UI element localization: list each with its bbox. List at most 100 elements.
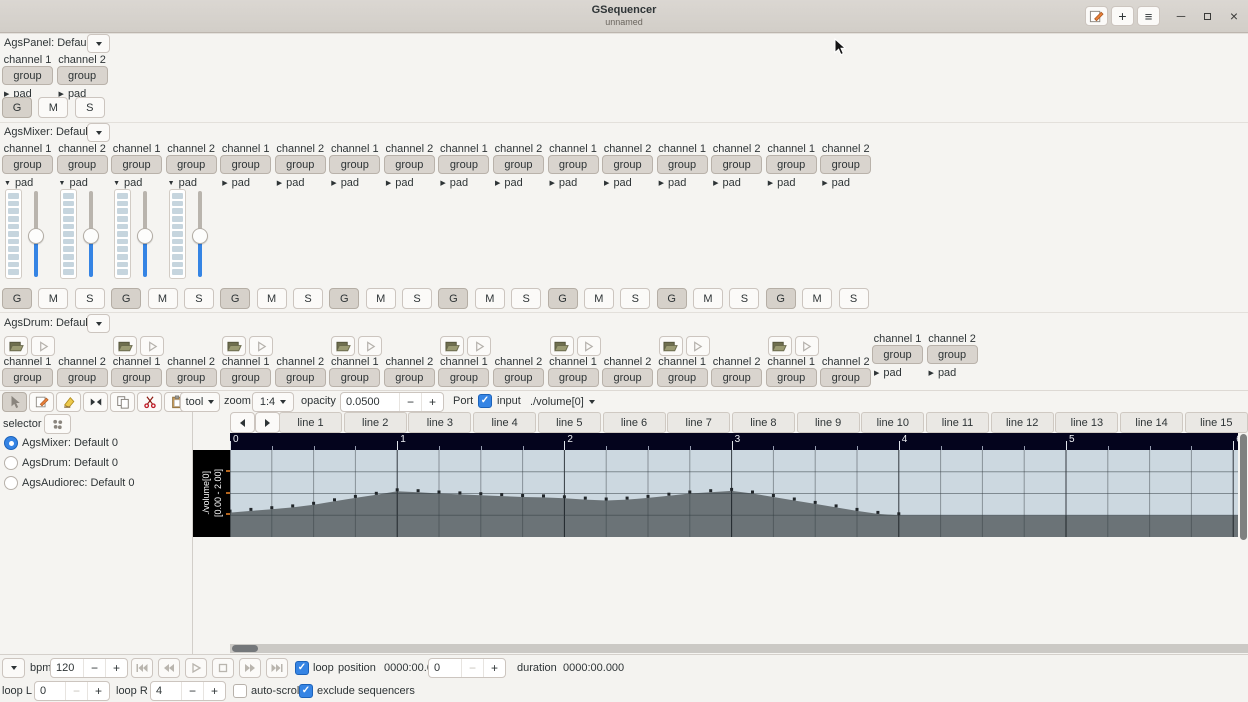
group-toggle-button[interactable]: group: [765, 155, 817, 174]
exclude-sequencers-checkbox[interactable]: [299, 684, 313, 698]
horizontal-scrollbar[interactable]: [230, 644, 1248, 653]
slider-handle[interactable]: [137, 228, 154, 244]
loop-left-decrement-button[interactable]: −: [65, 682, 87, 700]
pad-expander[interactable]: ▶ pad: [713, 177, 741, 189]
automation-point[interactable]: [751, 490, 754, 494]
loop-left-input[interactable]: 0: [40, 685, 47, 697]
opacity-input[interactable]: 0.0500: [346, 396, 380, 408]
tab-line-4[interactable]: line 4: [473, 412, 537, 433]
auto-scroll-checkbox[interactable]: [233, 684, 247, 698]
group-toggle-button[interactable]: group: [165, 155, 217, 174]
automation-point[interactable]: [646, 494, 650, 498]
group-toggle-button[interactable]: group: [492, 155, 544, 174]
tab-line-15[interactable]: line 15: [1184, 412, 1248, 433]
cut-button[interactable]: [137, 392, 162, 412]
group-toggle-button[interactable]: group: [56, 155, 108, 174]
opacity-decrement-button[interactable]: −: [399, 393, 421, 411]
automation-point[interactable]: [270, 506, 274, 510]
copy-button[interactable]: [110, 392, 135, 412]
mute-toggle-button[interactable]: M: [583, 288, 614, 309]
group-toggle-button[interactable]: G: [656, 288, 687, 309]
loop-right-input[interactable]: 4: [156, 685, 163, 697]
tab-line-14[interactable]: line 14: [1120, 412, 1184, 433]
pad-expander[interactable]: ▼ pad: [113, 177, 142, 189]
position-increment-button[interactable]: +: [483, 659, 505, 677]
group-toggle-button[interactable]: group: [820, 155, 872, 174]
group-toggle-button[interactable]: group: [438, 155, 490, 174]
solo-toggle-button[interactable]: S: [838, 288, 869, 309]
group-toggle-button[interactable]: G: [547, 288, 578, 309]
tab-line-7[interactable]: line 7: [667, 412, 731, 433]
close-button[interactable]: ×: [1225, 6, 1243, 26]
tab-line-6[interactable]: line 6: [602, 412, 666, 433]
loop-checkbox[interactable]: [295, 661, 309, 675]
group-toggle-button[interactable]: group: [547, 368, 599, 387]
group-toggle-button[interactable]: group: [220, 368, 272, 387]
mute-toggle-button[interactable]: M: [474, 288, 505, 309]
play-pad-button[interactable]: [140, 336, 165, 356]
automation-point[interactable]: [583, 496, 587, 500]
group-toggle-button[interactable]: group: [820, 368, 872, 387]
edit-notation-button[interactable]: [1085, 6, 1108, 26]
open-audio-file-button[interactable]: [658, 336, 683, 356]
group-toggle-button[interactable]: group: [926, 345, 978, 364]
position-decrement-button[interactable]: −: [461, 659, 483, 677]
pad-expander[interactable]: ▶ pad: [386, 177, 414, 189]
group-toggle-button[interactable]: group: [765, 368, 817, 387]
group-toggle-button[interactable]: group: [602, 155, 654, 174]
group-toggle-button[interactable]: G: [329, 288, 360, 309]
pad-expander[interactable]: ▶ pad: [659, 177, 687, 189]
volume-slider[interactable]: [136, 189, 154, 281]
automation-point[interactable]: [604, 497, 608, 501]
automation-point[interactable]: [855, 507, 859, 511]
group-toggle-button[interactable]: group: [872, 345, 923, 364]
minimize-button[interactable]: ─: [1172, 6, 1190, 26]
solo-toggle-button[interactable]: S: [74, 97, 105, 118]
group-toggle-button[interactable]: group: [220, 155, 272, 174]
group-toggle-button[interactable]: group: [274, 155, 326, 174]
drum-machine-menu-button[interactable]: [87, 314, 110, 333]
select-tool-button[interactable]: [83, 392, 108, 412]
automation-point[interactable]: [792, 497, 796, 501]
solo-toggle-button[interactable]: S: [74, 288, 105, 309]
bpm-input[interactable]: 120: [56, 662, 75, 674]
tabs-scroll-left-button[interactable]: [230, 412, 255, 433]
automation-point[interactable]: [834, 504, 838, 508]
automation-point[interactable]: [667, 492, 671, 496]
vertical-scrollbar-thumb[interactable]: [1240, 434, 1247, 540]
opacity-increment-button[interactable]: +: [421, 393, 443, 411]
pad-expander[interactable]: ▶ pad: [822, 177, 850, 189]
pad-expander[interactable]: ▼ pad: [59, 177, 88, 189]
automation-point[interactable]: [291, 504, 295, 508]
stop-button[interactable]: [212, 658, 234, 678]
pad-expander[interactable]: ▶ pad: [331, 177, 359, 189]
automation-point[interactable]: [688, 490, 692, 494]
group-toggle-button[interactable]: group: [711, 368, 763, 387]
machine-radio-2[interactable]: [4, 456, 18, 470]
automation-point[interactable]: [353, 494, 357, 498]
clear-tool-button[interactable]: [56, 392, 81, 412]
group-toggle-button[interactable]: group: [111, 155, 163, 174]
play-pad-button[interactable]: [685, 336, 710, 356]
position-input[interactable]: 0: [434, 662, 441, 674]
pad-expander[interactable]: ▶ pad: [277, 177, 305, 189]
solo-toggle-button[interactable]: S: [620, 288, 651, 309]
solo-toggle-button[interactable]: S: [402, 288, 433, 309]
automation-point[interactable]: [625, 496, 629, 500]
open-audio-file-button[interactable]: [222, 336, 247, 356]
solo-toggle-button[interactable]: S: [183, 288, 214, 309]
skip-backward-button[interactable]: [131, 658, 153, 678]
automation-point[interactable]: [395, 488, 399, 492]
mute-toggle-button[interactable]: M: [38, 288, 69, 309]
automation-point[interactable]: [228, 509, 232, 513]
play-pad-button[interactable]: [576, 336, 601, 356]
solo-toggle-button[interactable]: S: [511, 288, 542, 309]
automation-point[interactable]: [312, 501, 316, 505]
vertical-scrollbar[interactable]: [1240, 433, 1247, 543]
mixer-machine-menu-button[interactable]: [87, 123, 110, 142]
tabs-scroll-right-button[interactable]: [255, 412, 280, 433]
group-toggle-button[interactable]: group: [329, 155, 381, 174]
group-toggle-button[interactable]: group: [547, 155, 599, 174]
pad-expander[interactable]: ▼ pad: [168, 177, 197, 189]
add-machine-button[interactable]: +: [1111, 6, 1134, 26]
